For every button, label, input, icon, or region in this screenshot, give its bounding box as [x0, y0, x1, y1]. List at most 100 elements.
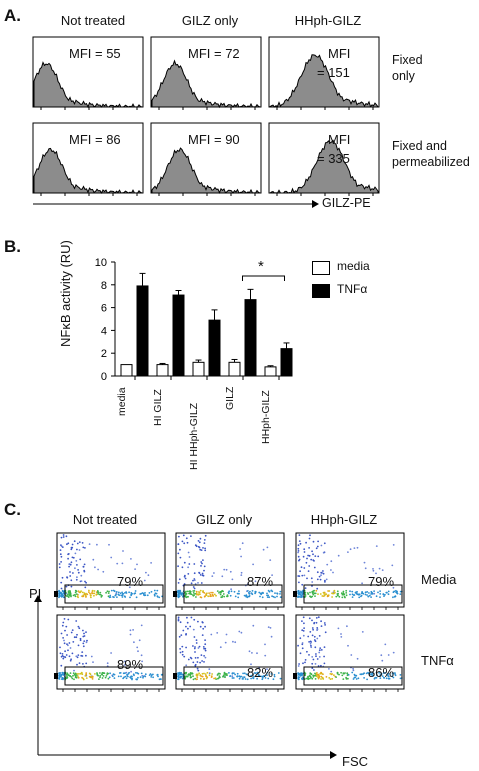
event-dot	[183, 575, 186, 578]
gate-rectangle	[64, 666, 164, 686]
event-dot	[132, 629, 135, 631]
event-dot	[270, 673, 273, 675]
event-dot	[387, 672, 390, 675]
event-dot	[194, 657, 197, 659]
event-dot	[241, 542, 244, 545]
event-dot	[297, 595, 299, 598]
event-dot	[243, 676, 246, 679]
event-dot	[310, 676, 312, 679]
event-dot	[269, 627, 272, 629]
event-dot	[92, 661, 94, 663]
event-dot	[83, 593, 86, 596]
event-dot	[140, 624, 143, 627]
event-dot	[266, 668, 268, 670]
event-dot	[230, 590, 233, 593]
event-dot	[312, 676, 315, 678]
event-dot	[264, 643, 266, 646]
event-dot	[67, 557, 69, 560]
event-dot	[97, 674, 99, 677]
event-dot	[326, 563, 329, 566]
event-dot	[392, 596, 394, 599]
event-dot	[313, 669, 315, 671]
event-dot	[202, 547, 204, 549]
event-dot	[252, 624, 255, 627]
panel-c-col-title-2: GILZ only	[195, 512, 253, 527]
event-dot	[308, 555, 311, 557]
event-dot	[360, 594, 363, 597]
event-dot	[303, 548, 306, 551]
event-dot	[72, 674, 74, 677]
event-dot	[225, 568, 228, 571]
event-dot	[298, 678, 300, 681]
event-dot	[75, 560, 78, 562]
event-dot	[72, 594, 75, 597]
event-dot	[337, 594, 339, 596]
event-dot	[197, 545, 200, 548]
event-dot	[64, 650, 66, 653]
event-dot	[181, 650, 184, 653]
event-dot	[234, 595, 237, 598]
event-dot	[322, 551, 325, 554]
legend-tnf-label: TNFα	[337, 282, 368, 296]
panel-a-histograms	[32, 36, 380, 208]
event-dot	[252, 673, 254, 676]
event-dot	[185, 625, 187, 628]
event-dot	[315, 589, 318, 592]
event-dot	[74, 552, 77, 555]
event-dot	[387, 590, 390, 593]
event-dot	[315, 547, 318, 550]
event-dot	[208, 672, 211, 675]
event-dot	[186, 541, 189, 544]
event-dot	[298, 559, 300, 562]
event-dot	[193, 572, 196, 575]
event-dot	[85, 581, 87, 584]
event-dot	[322, 570, 324, 572]
event-dot	[80, 580, 83, 582]
event-dot	[304, 674, 306, 677]
event-dot	[63, 639, 65, 642]
event-dot	[324, 579, 326, 582]
event-dot	[141, 660, 144, 663]
event-dot	[187, 595, 190, 598]
event-dot	[262, 676, 264, 679]
event-dot	[310, 673, 313, 676]
event-dot	[210, 676, 213, 678]
event-dot	[60, 632, 63, 635]
event-dot	[342, 678, 345, 680]
event-dot	[69, 672, 72, 674]
event-dot	[79, 558, 82, 561]
event-dot	[352, 594, 355, 596]
event-dot	[65, 676, 68, 679]
event-dot	[311, 595, 314, 598]
event-dot	[185, 672, 187, 675]
event-dot	[312, 540, 315, 543]
event-dot	[122, 677, 124, 680]
event-dot	[238, 630, 241, 633]
event-dot	[69, 575, 72, 577]
event-dot	[106, 590, 109, 593]
event-dot	[129, 596, 131, 599]
event-dot	[311, 581, 314, 583]
legend-media-swatch	[312, 261, 330, 275]
event-dot	[137, 676, 139, 679]
event-dot	[223, 568, 226, 571]
event-dot	[187, 551, 190, 554]
event-dot	[62, 678, 64, 681]
event-dot	[108, 676, 111, 679]
event-dot	[101, 671, 104, 674]
event-dot	[60, 596, 63, 598]
event-dot	[59, 549, 62, 551]
event-dot	[384, 593, 386, 596]
event-dot	[200, 565, 202, 567]
event-dot	[356, 591, 358, 593]
event-dot	[177, 595, 180, 597]
event-dot	[59, 646, 61, 649]
event-dot	[346, 672, 349, 675]
event-dot	[193, 647, 196, 650]
event-dot	[314, 555, 317, 557]
event-dot	[60, 655, 63, 658]
event-dot	[79, 672, 82, 675]
event-dot	[185, 664, 188, 667]
event-dot	[311, 662, 314, 665]
event-dot	[185, 537, 188, 540]
